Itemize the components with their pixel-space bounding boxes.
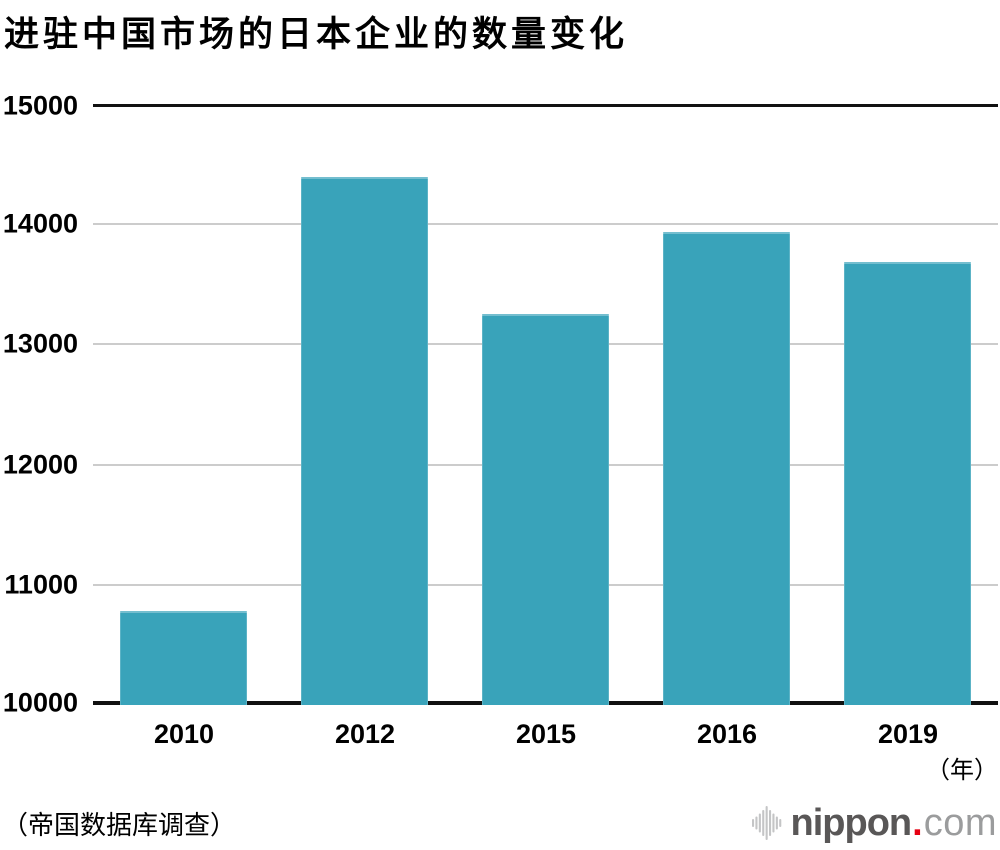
source-note: （帝国数据库调查） <box>2 810 237 840</box>
x-tick-label-2010: 2010 <box>153 719 215 749</box>
bar-chart-plot-area: 10000 11000 12000 13000 14000 15000 2010 2012 20… <box>3 92 998 748</box>
bar-2019 <box>844 262 971 705</box>
logo-word-nippon: nippon <box>790 802 913 844</box>
y-tick-label-11000: 11000 <box>4 569 78 600</box>
bar-2010 <box>120 611 247 705</box>
nippon-logo-text: nippon . com <box>791 804 997 842</box>
y-tick-label-13000: 13000 <box>2 328 78 359</box>
logo-word-com: com <box>923 802 997 844</box>
nippon-logo: nippon . com <box>751 799 997 847</box>
bar-2016 <box>663 232 790 705</box>
y-tick-label-10000: 10000 <box>2 687 78 718</box>
x-tick-label-2015: 2015 <box>515 719 577 749</box>
bar-2012 <box>301 177 428 705</box>
y-tick-label-15000: 15000 <box>2 90 78 121</box>
x-tick-label-2016: 2016 <box>696 719 758 749</box>
soundwave-icon <box>751 806 781 840</box>
bar-2015 <box>482 314 609 705</box>
gridline-15000 <box>93 104 998 107</box>
y-tick-label-14000: 14000 <box>2 208 78 239</box>
y-tick-label-12000: 12000 <box>2 449 78 480</box>
x-tick-label-2012: 2012 <box>334 719 396 749</box>
x-axis-unit-label: （年） <box>926 757 998 784</box>
chart-title: 进驻中国市场的日本企业的数量变化 <box>4 15 629 54</box>
logo-dot: . <box>912 802 923 844</box>
gridline-14000 <box>93 223 998 225</box>
x-tick-label-2019: 2019 <box>877 719 939 749</box>
